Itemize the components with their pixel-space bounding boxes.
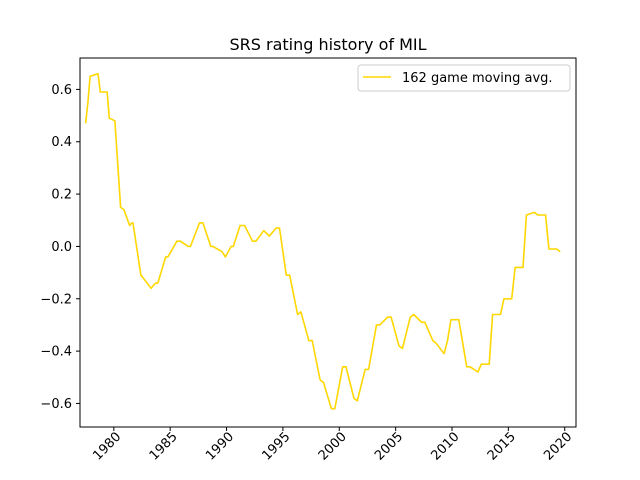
plot-frame	[79, 57, 577, 428]
series-layer	[84, 72, 561, 410]
y-axis: −0.6 −0.4 −0.2 0.0 0.2 0.4 0.6	[40, 83, 80, 412]
y-tick-label: −0.2	[40, 292, 72, 307]
series-line	[84, 72, 561, 410]
y-tick-label: −0.6	[40, 397, 72, 412]
chart-title: SRS rating history of MIL	[229, 35, 426, 54]
legend: 162 game moving avg.	[357, 64, 571, 92]
y-tick-label: 0.4	[51, 135, 72, 150]
y-tick-label: 0.0	[51, 240, 72, 255]
y-tick-label: 0.2	[51, 188, 72, 203]
y-tick-label: −0.4	[40, 345, 72, 360]
legend-box	[357, 64, 571, 92]
legend-label: 162 game moving avg.	[402, 71, 553, 86]
y-tick-label: 0.6	[51, 83, 72, 98]
